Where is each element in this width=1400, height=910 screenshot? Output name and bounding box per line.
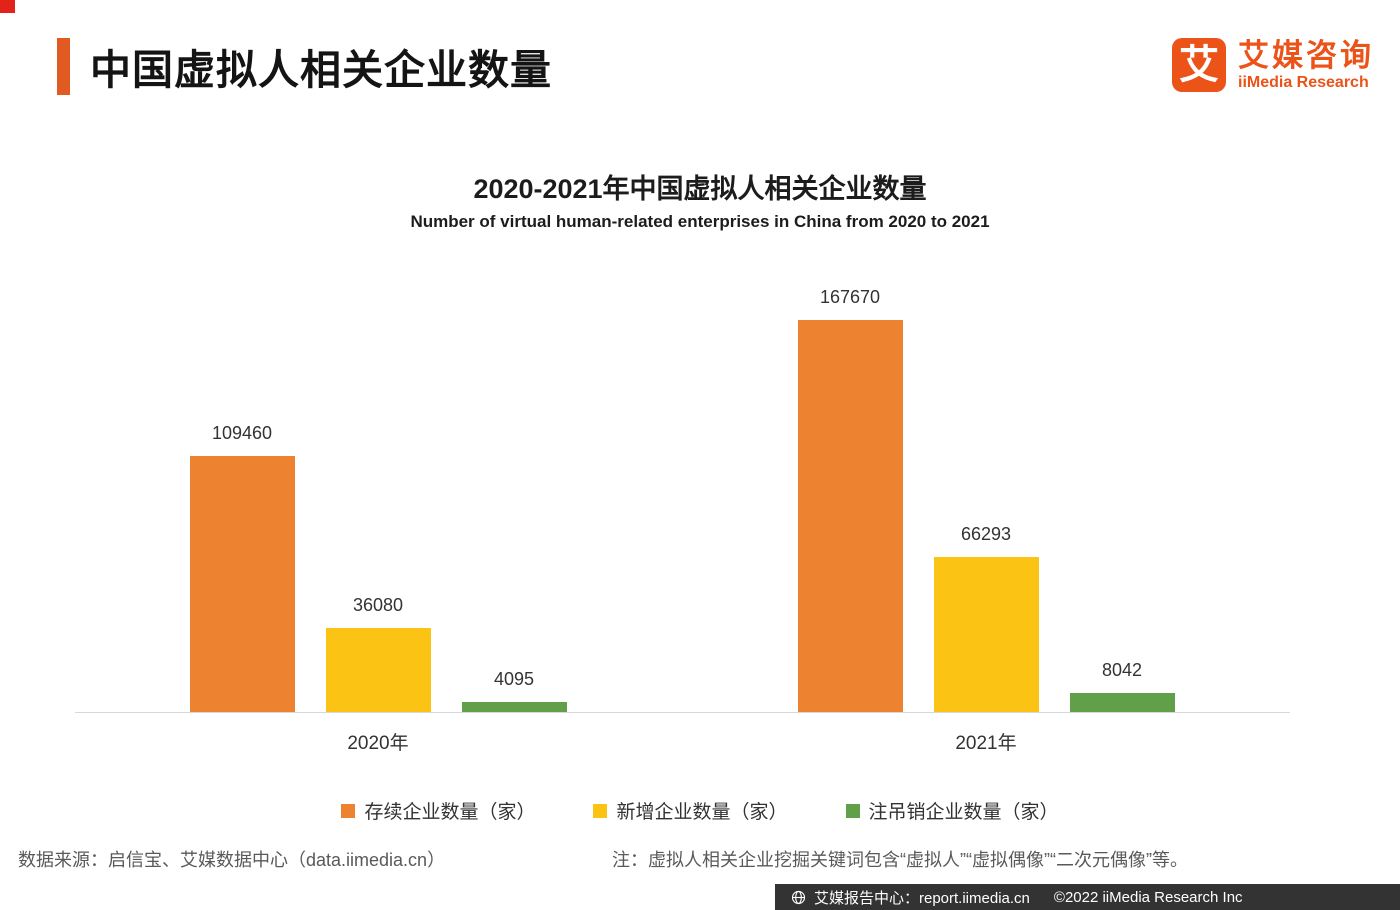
x-axis-line — [75, 712, 1290, 713]
legend-label: 注吊销企业数量（家） — [868, 802, 1059, 823]
legend-item: 注吊销企业数量（家） — [845, 797, 1059, 824]
bar — [461, 702, 567, 712]
bar — [189, 456, 295, 712]
globe-icon — [791, 890, 806, 905]
chart-title: 2020-2021年中国虚拟人相关企业数量 — [473, 174, 927, 204]
bar — [933, 557, 1039, 712]
legend-item: 新增企业数量（家） — [593, 797, 788, 824]
bar-value-label: 8042 — [1101, 660, 1143, 680]
bar-value-label: 167670 — [819, 287, 881, 307]
corner-red-mark — [0, 0, 15, 13]
legend-swatch — [341, 803, 356, 818]
copyright-text: ©2022 iiMedia Research Inc — [1053, 888, 1243, 906]
chart-subtitle: Number of virtual human-related enterpri… — [410, 212, 990, 231]
bar-value-label: 66293 — [960, 524, 1012, 544]
category-label: 2021年 — [955, 733, 1017, 754]
page-header: 中国虚拟人相关企业数量 — [57, 36, 552, 96]
title-accent-bar — [57, 37, 70, 95]
bar — [325, 628, 431, 712]
data-source-text: 数据来源：启信宝、艾媒数据中心（data.iimedia.cn） — [18, 850, 446, 870]
bar-value-label: 109460 — [211, 423, 273, 443]
category-label: 2020年 — [347, 733, 409, 754]
legend-swatch — [593, 803, 608, 818]
bottom-bar: 艾媒报告中心：report.iimedia.cn ©2022 iiMedia R… — [775, 884, 1400, 910]
legend-item: 存续企业数量（家） — [341, 797, 535, 824]
bar-value-label: 36080 — [352, 595, 404, 615]
legend-label: 新增企业数量（家） — [616, 802, 788, 823]
iimedia-logo-icon: 艾 — [1172, 38, 1226, 93]
logo-text: 艾媒咨询 iiMedia Research — [1238, 38, 1374, 92]
bar — [1069, 693, 1175, 712]
page-title: 中国虚拟人相关企业数量 — [90, 47, 552, 93]
logo-name-cn: 艾媒咨询 — [1238, 38, 1374, 73]
iimedia-logo: 艾 艾媒咨询 iiMedia Research — [1172, 38, 1374, 93]
chart-legend: 存续企业数量（家） 新增企业数量（家） 注吊销企业数量（家） — [0, 797, 1400, 824]
legend-label: 存续企业数量（家） — [364, 802, 536, 823]
report-center-text: 艾媒报告中心：report.iimedia.cn — [814, 889, 1030, 907]
logo-name-en: iiMedia Research — [1238, 73, 1369, 91]
legend-swatch — [845, 803, 860, 818]
footnote-text: 注：虚拟人相关企业挖掘关键词包含“虚拟人”“虚拟偶像”“二次元偶像”等。 — [612, 850, 1188, 870]
bar-value-label: 4095 — [493, 669, 535, 689]
bar — [797, 320, 903, 712]
